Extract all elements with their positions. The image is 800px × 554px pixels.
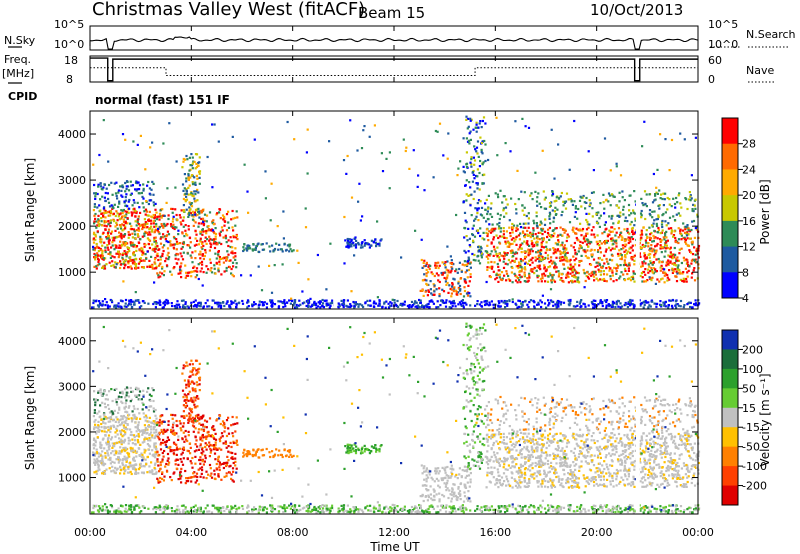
- x-axis-label: Time UT: [369, 540, 420, 554]
- range-tick-label: 2000: [58, 426, 86, 439]
- frequency-line: [90, 57, 698, 82]
- velocity-colorbar-segment: [722, 388, 738, 409]
- velocity-scatter: [91, 322, 701, 514]
- power-colorbar-segment: [722, 246, 738, 273]
- time-tick-label: 16:00: [479, 526, 511, 539]
- power-colorbar-segment: [722, 195, 738, 222]
- time-tick-label: 00:00: [74, 526, 106, 539]
- nsky-left-label: N.Sky: [4, 34, 36, 47]
- power-colorbar-tick-label: 28: [742, 138, 756, 151]
- power-ylabel: Slant Range [km]: [23, 158, 37, 262]
- velocity-colorbar-segment: [722, 446, 738, 467]
- power-colorbar-segment: [722, 169, 738, 196]
- range-tick-label: 1000: [58, 472, 86, 485]
- freq-left-tick-top: 18: [64, 54, 78, 67]
- nave-right-tick-top: 60: [708, 54, 722, 67]
- time-tick-label: 12:00: [378, 526, 410, 539]
- time-tick-label: 00:00: [682, 526, 714, 539]
- power-colorbar-segment: [722, 143, 738, 170]
- nsky-right-tick-top: 10^5: [708, 18, 738, 31]
- range-tick-label: 2000: [58, 220, 86, 233]
- time-tick-label: 08:00: [277, 526, 309, 539]
- cpid-value: normal (fast) 151 IF: [95, 93, 230, 107]
- range-tick-label: 3000: [58, 174, 86, 187]
- velocity-colorbar-segment: [722, 368, 738, 389]
- power-colorbar-segment: [722, 272, 738, 299]
- nsky-line: [89, 36, 699, 50]
- velocity-colorbar-tick-label: -100: [742, 460, 767, 473]
- freq-right-label: Nave: [746, 64, 774, 77]
- velocity-colorbar-segment: [722, 466, 738, 487]
- velocity-colorbar-tick-label: 50: [742, 382, 756, 395]
- power-colorbar-tick-label: 12: [742, 241, 756, 254]
- velocity-ylabel: Slant Range [km]: [23, 366, 37, 470]
- freq-label-line1: Freq.: [4, 53, 31, 66]
- beam-title: Beam 15: [358, 4, 425, 22]
- velocity-colorbar-tick-label: 200: [742, 343, 763, 356]
- range-tick-label: 3000: [58, 380, 86, 393]
- range-tick-label: 4000: [58, 335, 86, 348]
- time-tick-label: 20:00: [581, 526, 613, 539]
- power-colorbar-frame: [721, 117, 739, 299]
- range-tick-label: 4000: [58, 128, 86, 141]
- time-tick-label: 04:00: [175, 526, 207, 539]
- velocity-colorbar-tick-label: -200: [742, 480, 767, 493]
- nsky-right-label: N.Search: [746, 28, 796, 41]
- velocity-colorbar-tick-label: -50: [742, 441, 760, 454]
- power-colorbar-tick-label: 4: [742, 292, 749, 305]
- velocity-colorbar-tick-label: 100: [742, 363, 763, 376]
- freq-label-line2: [MHz]: [2, 67, 34, 80]
- power-colorbar-tick-label: 8: [742, 266, 749, 279]
- velocity-colorbar-segment: [722, 407, 738, 428]
- date-title: 10/Oct/2013: [590, 1, 683, 19]
- power-colorbar-segment: [722, 118, 738, 145]
- power-colorbar-segment: [722, 220, 738, 248]
- power-colorbar-tick-label: 16: [742, 215, 756, 228]
- nave-right-tick-bottom: 0: [708, 73, 715, 86]
- velocity-colorbar-segment: [722, 485, 738, 506]
- power-colorbar-tick-label: 20: [742, 189, 756, 202]
- nave-line: [90, 67, 698, 76]
- power-colorbar-tick-label: 24: [742, 163, 756, 176]
- velocity-colorbar-segment: [722, 330, 738, 350]
- nsky-left-tick-bottom: 10^0: [54, 38, 84, 51]
- velocity-colorbar-tick-label: 15: [742, 402, 756, 415]
- velocity-colorbar-segment: [722, 427, 738, 448]
- station-title: Christmas Valley West (fitACF): [92, 0, 365, 20]
- freq-left-tick-bottom: 8: [66, 73, 73, 86]
- cpid-label: CPID: [8, 90, 37, 103]
- nsky-left-tick-top: 10^5: [54, 18, 84, 31]
- nsky-right-tick-bottom: 10^0: [708, 38, 738, 51]
- velocity-colorbar-frame: [721, 329, 739, 506]
- velocity-colorbar-label: Velocity [m s⁻¹]: [758, 373, 772, 466]
- power-scatter: [91, 115, 701, 309]
- velocity-colorbar-tick-label: -15: [742, 421, 760, 434]
- velocity-colorbar-segment: [722, 349, 738, 370]
- range-tick-label: 1000: [58, 266, 86, 279]
- power-colorbar-label: Power [dB]: [758, 179, 772, 244]
